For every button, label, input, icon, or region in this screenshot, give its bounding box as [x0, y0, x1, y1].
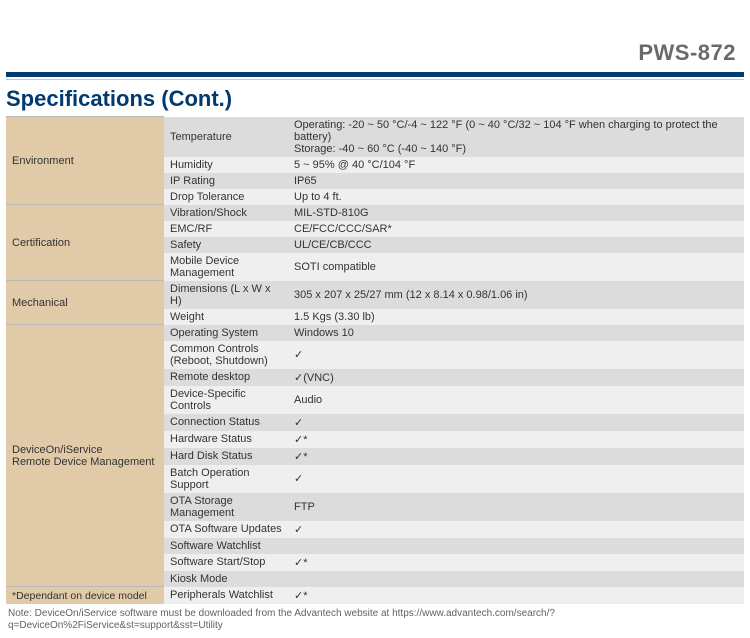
spec-value: ✓ — [288, 341, 744, 369]
spec-value: Windows 10 — [288, 325, 744, 341]
spec-value: ✓ — [288, 521, 744, 538]
spec-label: Batch Operation Support — [164, 465, 288, 493]
spec-label: Hard Disk Status — [164, 448, 288, 465]
spec-value: IP65 — [288, 173, 744, 189]
spec-value: ✓ — [288, 414, 744, 431]
table-row: DeviceOn/iService Remote Device Manageme… — [6, 325, 744, 341]
spec-label: Dimensions (L x W x H) — [164, 281, 288, 309]
spec-label: OTA Storage Management — [164, 493, 288, 521]
spec-label: Common Controls (Reboot, Shutdown) — [164, 341, 288, 369]
spec-value: MIL-STD-810G — [288, 205, 744, 221]
category-cell: Certification — [6, 205, 164, 281]
spec-label: Connection Status — [164, 414, 288, 431]
spec-value: Audio — [288, 386, 744, 414]
spec-label: Peripherals Watchlist — [164, 587, 288, 604]
specifications-table: EnvironmentTemperatureOperating: -20 ~ 5… — [6, 116, 744, 604]
spec-value: FTP — [288, 493, 744, 521]
page-note: Note: DeviceOn/iService software must be… — [6, 604, 744, 632]
spec-value: Up to 4 ft. — [288, 189, 744, 205]
spec-value — [288, 538, 744, 554]
model-number: PWS-872 — [6, 4, 744, 72]
spec-value — [288, 571, 744, 587]
spec-label: Software Start/Stop — [164, 554, 288, 571]
spec-value: 5 ~ 95% @ 40 °C/104 °F — [288, 157, 744, 173]
spec-label: Temperature — [164, 117, 288, 157]
spec-value: 1.5 Kgs (3.30 lb) — [288, 309, 744, 325]
category-cell: Mechanical — [6, 281, 164, 325]
spec-label: Weight — [164, 309, 288, 325]
spec-label: Mobile Device Management — [164, 253, 288, 281]
spec-label: EMC/RF — [164, 221, 288, 237]
spec-label: OTA Software Updates — [164, 521, 288, 538]
spec-value: ✓ — [288, 465, 744, 493]
table-row: CertificationVibration/ShockMIL-STD-810G — [6, 205, 744, 221]
spec-label: Humidity — [164, 157, 288, 173]
spec-label: Drop Tolerance — [164, 189, 288, 205]
spec-value: Operating: -20 ~ 50 °C/-4 ~ 122 °F (0 ~ … — [288, 117, 744, 157]
spec-label: Remote desktop — [164, 369, 288, 386]
spec-label: Operating System — [164, 325, 288, 341]
spec-label: Vibration/Shock — [164, 205, 288, 221]
spec-value: ✓* — [288, 431, 744, 448]
spec-label: Device-Specific Controls — [164, 386, 288, 414]
spec-value: 305 x 207 x 25/27 mm (12 x 8.14 x 0.98/1… — [288, 281, 744, 309]
spec-label: Safety — [164, 237, 288, 253]
spec-label: IP Rating — [164, 173, 288, 189]
table-row: *Dependant on device modelPeripherals Wa… — [6, 587, 744, 604]
spec-label: Kiosk Mode — [164, 571, 288, 587]
section-title: Specifications (Cont.) — [6, 80, 744, 116]
spec-label: Hardware Status — [164, 431, 288, 448]
spec-value: ✓* — [288, 587, 744, 604]
category-cell: Environment — [6, 117, 164, 205]
spec-label: Software Watchlist — [164, 538, 288, 554]
spec-value: CE/FCC/CCC/SAR* — [288, 221, 744, 237]
table-row: EnvironmentTemperatureOperating: -20 ~ 5… — [6, 117, 744, 157]
spec-value: ✓* — [288, 448, 744, 465]
category-footnote: *Dependant on device model — [6, 587, 164, 604]
spec-value: UL/CE/CB/CCC — [288, 237, 744, 253]
spec-value: SOTI compatible — [288, 253, 744, 281]
table-row: MechanicalDimensions (L x W x H)305 x 20… — [6, 281, 744, 309]
spec-value: ✓(VNC) — [288, 369, 744, 386]
category-cell: DeviceOn/iService Remote Device Manageme… — [6, 325, 164, 587]
spec-value: ✓* — [288, 554, 744, 571]
header-rule-blue — [6, 72, 744, 77]
